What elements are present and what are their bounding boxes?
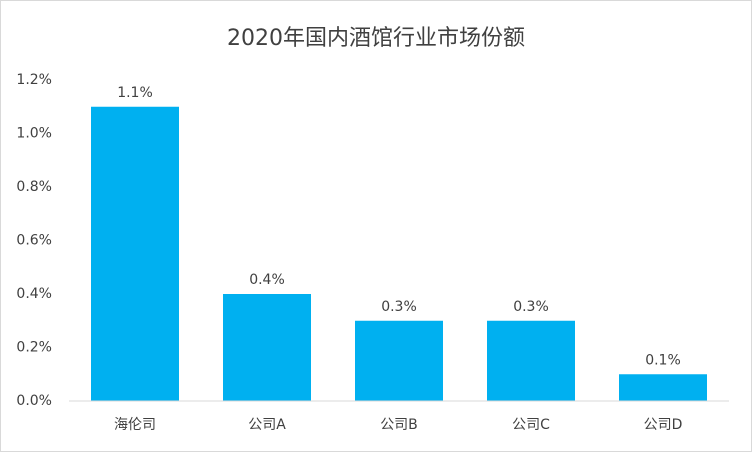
x-tick-label: 公司D (644, 417, 683, 433)
value-label: 0.1% (645, 352, 681, 368)
value-label: 1.1% (117, 85, 153, 101)
y-tick-label: 0.8% (16, 179, 52, 195)
y-tick-label: 1.0% (16, 126, 52, 142)
y-tick-label: 0.0% (16, 393, 52, 409)
y-tick-label: 0.6% (16, 233, 52, 249)
chart-title: 2020年国内酒馆行业市场份额 (227, 26, 525, 51)
y-tick-label: 1.2% (16, 72, 52, 88)
bar (91, 106, 179, 401)
x-tick-label: 公司B (380, 417, 418, 433)
y-tick-label: 0.4% (16, 286, 52, 302)
bar (223, 294, 311, 401)
x-tick-label: 公司C (512, 417, 550, 433)
bar (619, 374, 707, 401)
bar (487, 320, 575, 401)
value-label: 0.4% (249, 272, 285, 288)
value-label: 0.3% (381, 299, 417, 315)
x-tick-label: 公司A (248, 417, 286, 433)
y-tick-label: 0.2% (16, 340, 52, 356)
value-label: 0.3% (513, 299, 549, 315)
bar (355, 320, 443, 401)
x-tick-label: 海伦司 (114, 417, 156, 433)
